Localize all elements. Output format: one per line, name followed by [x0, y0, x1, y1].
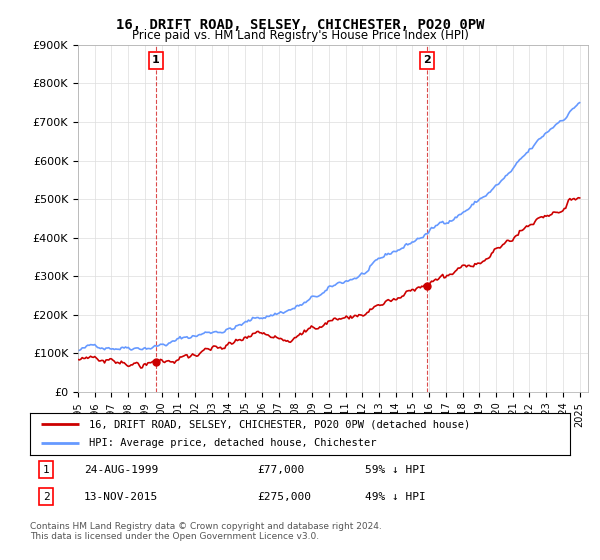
Text: 2: 2 — [423, 55, 431, 65]
Text: 16, DRIFT ROAD, SELSEY, CHICHESTER, PO20 0PW (detached house): 16, DRIFT ROAD, SELSEY, CHICHESTER, PO20… — [89, 419, 470, 429]
Text: £77,000: £77,000 — [257, 465, 304, 475]
Text: Contains HM Land Registry data © Crown copyright and database right 2024.
This d: Contains HM Land Registry data © Crown c… — [30, 522, 382, 542]
Text: 24-AUG-1999: 24-AUG-1999 — [84, 465, 158, 475]
Text: 1: 1 — [152, 55, 160, 65]
Text: HPI: Average price, detached house, Chichester: HPI: Average price, detached house, Chic… — [89, 438, 377, 449]
Text: Price paid vs. HM Land Registry's House Price Index (HPI): Price paid vs. HM Land Registry's House … — [131, 29, 469, 42]
Text: 13-NOV-2015: 13-NOV-2015 — [84, 492, 158, 502]
Text: 49% ↓ HPI: 49% ↓ HPI — [365, 492, 425, 502]
Text: 59% ↓ HPI: 59% ↓ HPI — [365, 465, 425, 475]
Text: 2: 2 — [43, 492, 50, 502]
Text: £275,000: £275,000 — [257, 492, 311, 502]
Text: 1: 1 — [43, 465, 50, 475]
Text: 16, DRIFT ROAD, SELSEY, CHICHESTER, PO20 0PW: 16, DRIFT ROAD, SELSEY, CHICHESTER, PO20… — [116, 18, 484, 32]
